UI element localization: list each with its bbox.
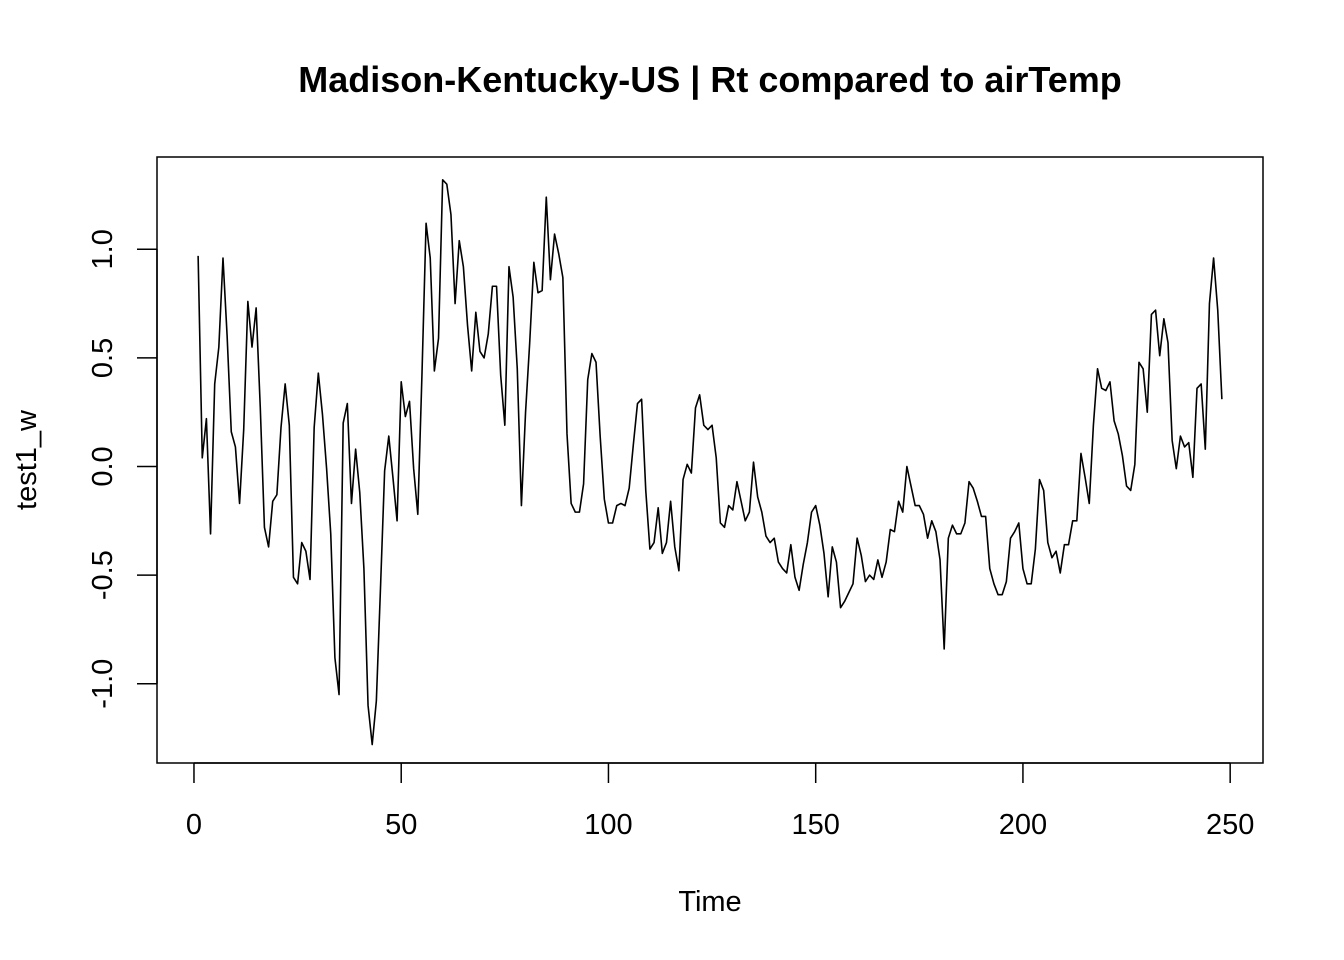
y-axis: -1.0 -0.5 0.0 0.5 1.0 xyxy=(87,229,158,709)
x-axis-label: Time xyxy=(678,886,741,918)
x-tick-label: 250 xyxy=(1206,809,1254,841)
y-tick-label: -1.0 xyxy=(87,659,119,709)
series-line xyxy=(197,179,1223,746)
x-tick-label: 50 xyxy=(385,809,417,841)
plot-frame xyxy=(156,156,1264,764)
chart-title: Madison-Kentucky-US | Rt compared to air… xyxy=(298,59,1122,101)
x-tick-label: 150 xyxy=(791,809,839,841)
y-tick-label: 1.0 xyxy=(87,229,119,269)
x-tick-label: 0 xyxy=(186,809,202,841)
y-tick-label: -0.5 xyxy=(87,550,119,600)
x-tick-label: 100 xyxy=(584,809,632,841)
y-axis-label: test1_w xyxy=(11,409,43,510)
y-tick-label: 0.5 xyxy=(87,338,119,378)
x-axis: 0 50 100 150 200 250 xyxy=(186,762,1254,841)
x-tick-label: 200 xyxy=(999,809,1047,841)
y-tick-label: 0.0 xyxy=(87,446,119,486)
